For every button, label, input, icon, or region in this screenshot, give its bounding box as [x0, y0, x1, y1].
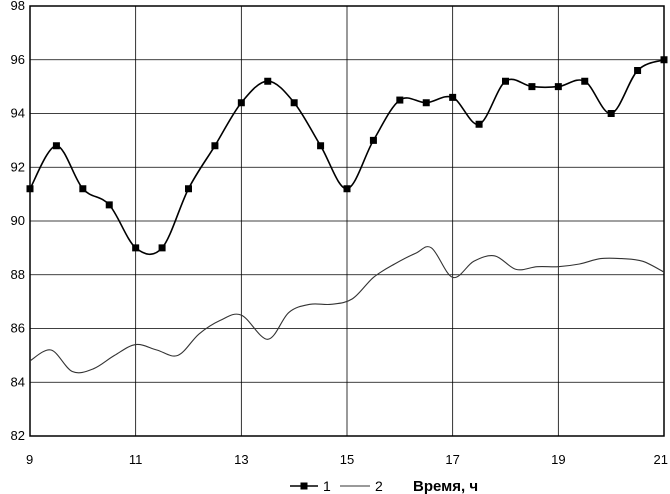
series-1-point: [211, 142, 219, 150]
y-tick-label: 86: [11, 321, 25, 336]
series-1-point: [607, 110, 615, 117]
series-1-point: [158, 244, 166, 252]
series-1-point: [237, 99, 245, 107]
series-1-point: [581, 77, 589, 85]
series-1-point: [528, 83, 536, 91]
x-axis-tick-labels: 9 11 13 15 17 19 21: [26, 452, 668, 467]
grid-lines: [29, 5, 665, 437]
y-tick-label: 88: [11, 267, 25, 282]
series-1-point: [79, 185, 87, 193]
x-tick-label: 17: [445, 452, 459, 467]
series-1-point: [396, 96, 404, 104]
y-tick-label: 82: [11, 428, 25, 443]
series-1-point: [660, 56, 668, 64]
series-2-line: [29, 246, 665, 374]
series-1-point: [185, 185, 192, 193]
series-1-point: [26, 185, 34, 193]
y-tick-label: 98: [11, 0, 25, 13]
series-1-point: [343, 185, 351, 193]
y-tick-label: 92: [11, 159, 25, 174]
series-1-point: [52, 142, 60, 150]
series-1-point: [634, 67, 642, 74]
x-tick-label: 19: [551, 452, 565, 467]
series-layer: [26, 56, 668, 374]
y-axis-tick-labels: 82 84 86 88 90 92 94 96 98: [11, 0, 25, 443]
x-tick-label: 15: [340, 452, 354, 467]
legend-label-series-2: 2: [375, 478, 383, 494]
series-1-point: [264, 77, 272, 85]
x-tick-label: 9: [26, 452, 33, 467]
y-tick-label: 96: [11, 52, 25, 67]
x-tick-label: 13: [234, 452, 248, 467]
y-tick-label: 94: [11, 106, 25, 121]
series-1-point: [369, 136, 377, 144]
series-1-point: [554, 83, 562, 91]
series-1-point: [475, 120, 483, 128]
legend-marker-series-1: [300, 482, 308, 490]
y-tick-label: 84: [11, 374, 25, 389]
x-tick-label: 21: [654, 452, 668, 467]
series-1-point: [290, 99, 298, 107]
series-1-point: [132, 244, 140, 252]
series-1-point: [105, 201, 113, 209]
series-1-point: [317, 142, 325, 150]
plot-frame: [29, 5, 665, 437]
legend: 1 2: [290, 478, 383, 494]
y-tick-label: 90: [11, 213, 25, 228]
series-1-point: [422, 99, 430, 107]
x-axis-label: Время, ч: [413, 478, 478, 494]
legend-label-series-1: 1: [323, 478, 331, 494]
x-tick-label: 11: [129, 452, 143, 467]
series-1-point: [449, 93, 457, 101]
series-1-point: [502, 77, 509, 85]
